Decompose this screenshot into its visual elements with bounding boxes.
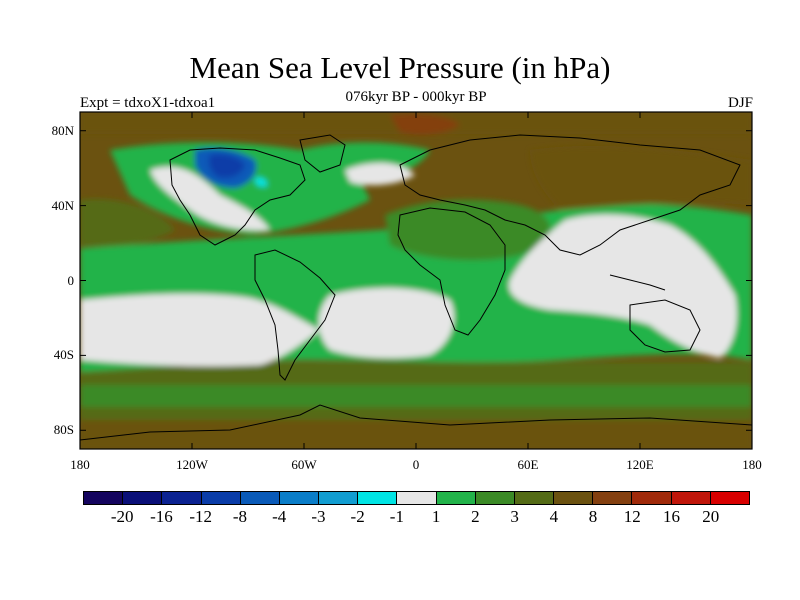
tick-marks: [79, 112, 753, 449]
coast-south-america: [254, 249, 336, 381]
colorbar-label: 12: [623, 507, 641, 526]
chart-title: Mean Sea Level Pressure (in hPa): [189, 50, 611, 85]
coast-indonesia: [609, 274, 666, 291]
coast-europe-asia: [399, 134, 741, 256]
colorbar-label: -8: [232, 507, 248, 526]
laurentide-low-core: [208, 154, 245, 178]
coast-australia: [629, 299, 701, 353]
indian-ocean-grey-zone: [509, 214, 737, 358]
colorbar-swatch: [514, 492, 555, 504]
colorbar-swatch: [671, 492, 711, 504]
lon-tick-label: 60E: [517, 457, 539, 472]
colorbar-swatch: [319, 492, 359, 504]
colorbar-label: 20: [702, 507, 720, 526]
lon-tick-label: 60W: [291, 457, 317, 472]
colorbar-label: 4: [549, 507, 559, 526]
colorbar-label: -3: [311, 507, 326, 526]
colorbar-swatch: [84, 492, 124, 504]
arctic-high: [390, 113, 460, 135]
colorbar-swatch: [240, 492, 280, 504]
colorbar-swatch: [123, 492, 163, 504]
coast-greenland: [299, 134, 346, 173]
chart-subtitle: 076kyr BP - 000kyr BP: [345, 89, 487, 105]
africa-patch: [385, 199, 550, 261]
pacific-grey-zone: [150, 166, 270, 231]
lon-tick-label: 180: [742, 457, 762, 472]
lon-tick-label: 0: [412, 457, 420, 472]
colorbar-swatch: [162, 492, 202, 504]
lat-tick-label: 80N: [51, 122, 74, 138]
colorbar-label: 3: [510, 507, 519, 526]
coast-antarctica: [80, 404, 752, 441]
atlantic-grey-zone: [345, 163, 415, 186]
colorbar-label: -12: [189, 507, 213, 526]
colorbar-label: -4: [272, 507, 287, 526]
southern-band-green: [80, 385, 752, 407]
lon-tick-label: 180: [70, 457, 90, 472]
south-atlantic-grey-zone: [318, 288, 454, 359]
south-pacific-grey-zone: [80, 293, 320, 367]
lon-tick-label: 120W: [176, 457, 208, 472]
pacific-north-patch: [80, 199, 175, 247]
colorbar-label: 16: [663, 507, 681, 526]
colorbar-label: 8: [588, 507, 598, 526]
colorbar-swatch: [397, 492, 437, 504]
colorbar-swatch: [710, 492, 749, 504]
colorbar-swatch: [632, 492, 672, 504]
colorbar-swatch: [279, 492, 320, 504]
colorbar-label: -16: [150, 507, 173, 526]
season-label: DJF: [727, 95, 753, 111]
colorbar-label: 2: [471, 507, 480, 526]
colorbar-swatch: [593, 492, 633, 504]
colorbar-swatch: [358, 492, 398, 504]
colorbar: [83, 491, 750, 505]
colorbar-label: -2: [350, 507, 365, 526]
siberia-patch: [530, 145, 752, 210]
north-america-green: [110, 142, 370, 235]
lat-tick-label: 40N: [51, 197, 74, 213]
colorbar-label: -1: [389, 507, 404, 526]
colorbar-swatch: [475, 492, 515, 504]
coast-north-america: [169, 147, 306, 246]
lon-tick-label: 120E: [626, 457, 654, 472]
experiment-label: Expt = tdxoX1-tdxoa1: [80, 95, 216, 111]
lat-tick-label: 0: [67, 272, 75, 288]
colorbar-label: 1: [431, 507, 441, 526]
lat-tick-label: 40S: [53, 347, 74, 363]
laurentide-low-edge: [254, 177, 268, 187]
colorbar-swatch: [436, 492, 476, 504]
colorbar-swatch: [201, 492, 241, 504]
colorbar-swatch: [554, 492, 594, 504]
pressure-field: [80, 112, 752, 449]
coast-africa: [397, 207, 506, 336]
colorbar-label: -20: [110, 507, 134, 526]
coastlines: [80, 134, 752, 441]
lat-tick-label: 80S: [53, 422, 74, 438]
